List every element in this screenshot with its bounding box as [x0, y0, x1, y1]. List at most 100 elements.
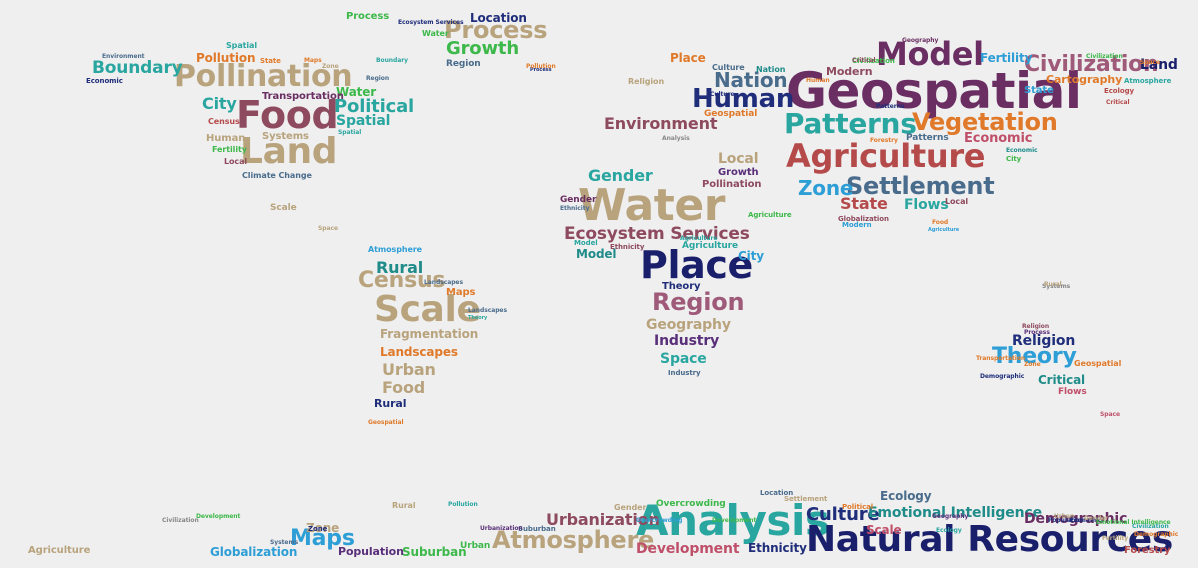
word-critical: Critical — [852, 57, 876, 64]
word-boundary: Boundary — [92, 58, 183, 78]
word-rural: Rural — [376, 258, 424, 277]
word-gender: Gender — [560, 195, 597, 205]
word-climate-change: Climate Change — [242, 171, 312, 180]
word-state: State — [1024, 85, 1054, 96]
word-forestry: Forestry — [870, 137, 898, 144]
word-ecosystem-services: Ecosystem Services — [398, 19, 464, 26]
word-space: Space — [318, 225, 338, 232]
word-process: Process — [346, 11, 390, 22]
word-process: Process — [1024, 329, 1050, 336]
word-fertility: Fertility — [980, 51, 1033, 65]
word-development: Development — [196, 513, 241, 520]
word-culture: Culture — [710, 91, 735, 98]
word-atmosphere: Atmosphere — [492, 526, 655, 554]
word-globalization: Globalization — [210, 545, 298, 559]
word-ethnicity: Ethnicity — [748, 541, 807, 555]
word-water: Water — [578, 180, 726, 231]
word-nation: Nation — [714, 68, 788, 92]
word-emotional-intelligence: Emotional Intelligence — [1096, 519, 1171, 526]
word-region: Region — [652, 288, 745, 316]
word-landscapes: Landscapes — [380, 345, 458, 359]
word-spatial: Spatial — [226, 41, 258, 50]
word-civilization: Civilization — [1024, 52, 1159, 77]
word-human: Human — [806, 77, 830, 84]
word-zone: Zone — [308, 525, 328, 533]
word-agriculture: Agriculture — [682, 241, 739, 251]
word-development: Development — [636, 541, 740, 557]
word-civilization: Civilization — [1132, 523, 1169, 530]
word-model: Model — [576, 247, 617, 261]
word-analysis: Analysis — [662, 135, 690, 142]
word-local: Local — [224, 157, 248, 166]
word-overcrowding: Overcrowding — [656, 499, 726, 509]
word-spatial: Spatial — [338, 129, 362, 136]
word-modern: Modern — [842, 221, 872, 229]
word-agriculture: Agriculture — [928, 227, 960, 233]
word-flows: Flows — [904, 197, 949, 213]
word-cartography: Cartography — [1046, 73, 1123, 86]
word-demographic: Demographic — [1134, 531, 1179, 538]
word-atmosphere: Atmosphere — [1124, 77, 1172, 85]
word-rural: Rural — [374, 397, 407, 410]
word-agriculture: Agriculture — [680, 235, 718, 242]
word-environment: Environment — [102, 53, 145, 60]
word-location: Location — [470, 11, 527, 25]
word-urban: Urban — [382, 360, 436, 379]
word-atmosphere: Atmosphere — [368, 245, 423, 254]
word-religion: Religion — [1022, 323, 1050, 330]
word-ethnicity: Ethnicity — [610, 243, 645, 251]
word-space: Space — [660, 351, 707, 367]
word-patterns: Patterns — [876, 103, 905, 110]
word-zone: Zone — [798, 176, 854, 200]
word-zone: Zone — [306, 521, 340, 535]
word-gender: Gender — [614, 503, 647, 512]
word-rural: Rural — [1044, 281, 1062, 288]
word-maps: Maps — [446, 287, 476, 298]
word-civilization: Civilization — [1086, 53, 1123, 60]
word-geography: Geography — [932, 513, 969, 520]
word-natural-resources: Natural Resources — [806, 519, 1173, 560]
word-growth: Growth — [718, 167, 759, 178]
word-urban: Urban — [460, 541, 491, 551]
word-urbanization: Urbanization — [546, 510, 660, 529]
word-ecology: Ecology — [936, 527, 962, 534]
word-geospatial: Geospatial — [368, 419, 404, 426]
word-agriculture: Agriculture — [786, 137, 986, 175]
word-gender: Gender — [588, 166, 653, 185]
word-human: Human — [692, 84, 795, 114]
word-state: State — [840, 194, 888, 213]
word-patterns: Patterns — [906, 133, 949, 143]
word-ethnicity: Ethnicity — [560, 205, 590, 212]
word-landscapes: Landscapes — [468, 307, 507, 314]
word-patterns: Patterns — [784, 107, 917, 140]
word-region: Region — [366, 75, 390, 82]
word-pollution: Pollution — [196, 51, 256, 65]
word-systems: Systems — [1042, 283, 1071, 290]
word-land: Land — [240, 131, 338, 172]
word-pollination: Pollination — [174, 59, 353, 94]
word-critical: Critical — [1106, 99, 1130, 106]
word-flows: Flows — [1058, 387, 1087, 397]
word-systems: Systems — [270, 539, 299, 546]
word-economic: Economic — [1070, 517, 1102, 524]
word-suburban: Suburban — [402, 545, 467, 559]
word-urbanization: Urbanization — [480, 525, 523, 532]
word-location: Location — [760, 489, 794, 497]
word-city: City — [1006, 155, 1022, 163]
word-boundary: Boundary — [376, 57, 408, 64]
word-civilization: Civilization — [162, 517, 199, 524]
word-demographic: Demographic — [1024, 511, 1128, 527]
word-pollution: Pollution — [526, 63, 556, 70]
word-theory: Theory — [468, 315, 488, 321]
word-census: Census — [208, 117, 240, 126]
word-food: Food — [382, 378, 426, 397]
word-scale: Scale — [270, 203, 297, 213]
word-growth: Growth — [446, 38, 519, 59]
word-geospatial: Geospatial — [1074, 359, 1122, 368]
word-religion: Religion — [628, 77, 665, 86]
word-rural: Rural — [392, 501, 416, 510]
word-food: Food — [236, 93, 339, 137]
word-vegetation: Vegetation — [912, 108, 1058, 136]
word-human: Human — [206, 133, 246, 144]
word-land: Land — [1140, 57, 1178, 73]
